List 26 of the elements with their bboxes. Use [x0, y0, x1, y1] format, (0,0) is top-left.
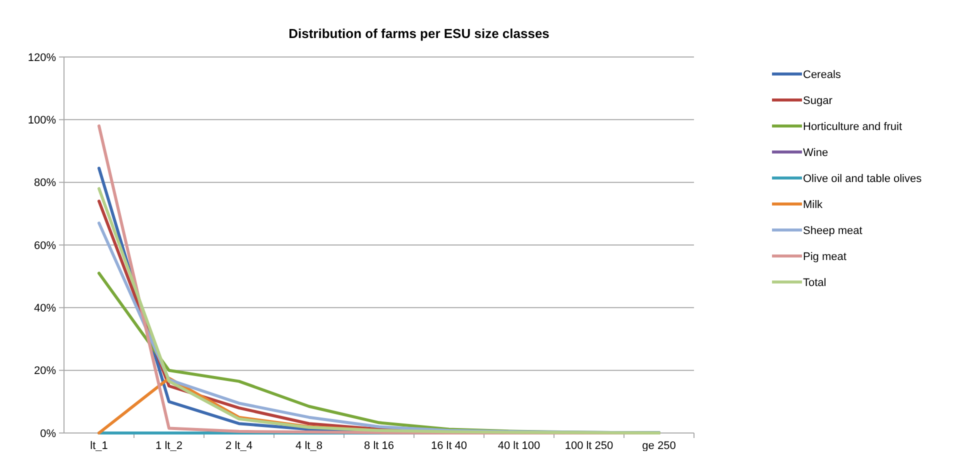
legend-label: Horticulture and fruit	[803, 120, 902, 133]
y-tick-label: 120%	[28, 52, 56, 64]
y-tick-label: 100%	[28, 114, 56, 127]
legend-label: Total	[803, 276, 826, 289]
legend-label: Pig meat	[803, 250, 846, 263]
x-tick-label: ge 250	[642, 440, 676, 452]
x-tick-label: 40 lt 100	[498, 440, 540, 452]
y-tick-label: 60%	[34, 240, 56, 252]
legend-label: Cereals	[803, 68, 842, 81]
x-tick-label: 8 lt 16	[364, 440, 394, 452]
x-tick-label: 4 lt_8	[296, 440, 322, 452]
legend-label: Sugar	[803, 94, 833, 107]
chart-title: Distribution of farms per ESU size classes	[288, 26, 550, 41]
x-tick-label: 16 lt 40	[430, 440, 468, 452]
y-tick-label: 40%	[34, 302, 56, 315]
y-tick-label: 0%	[40, 428, 56, 440]
x-tick-label: 100 lt 250	[564, 440, 614, 452]
x-tick-label: 1 lt_2	[156, 440, 182, 452]
legend-label: Sheep meat	[803, 224, 862, 237]
x-tick-label: 2 lt_4	[226, 440, 252, 452]
y-tick-label: 80%	[34, 177, 56, 190]
legend-label: Milk	[803, 198, 824, 211]
x-tick-label: lt_1	[90, 440, 108, 452]
legend-label: Olive oil and table olives	[803, 172, 922, 185]
legend-label: Wine	[803, 146, 828, 159]
y-tick-label: 20%	[34, 365, 56, 378]
